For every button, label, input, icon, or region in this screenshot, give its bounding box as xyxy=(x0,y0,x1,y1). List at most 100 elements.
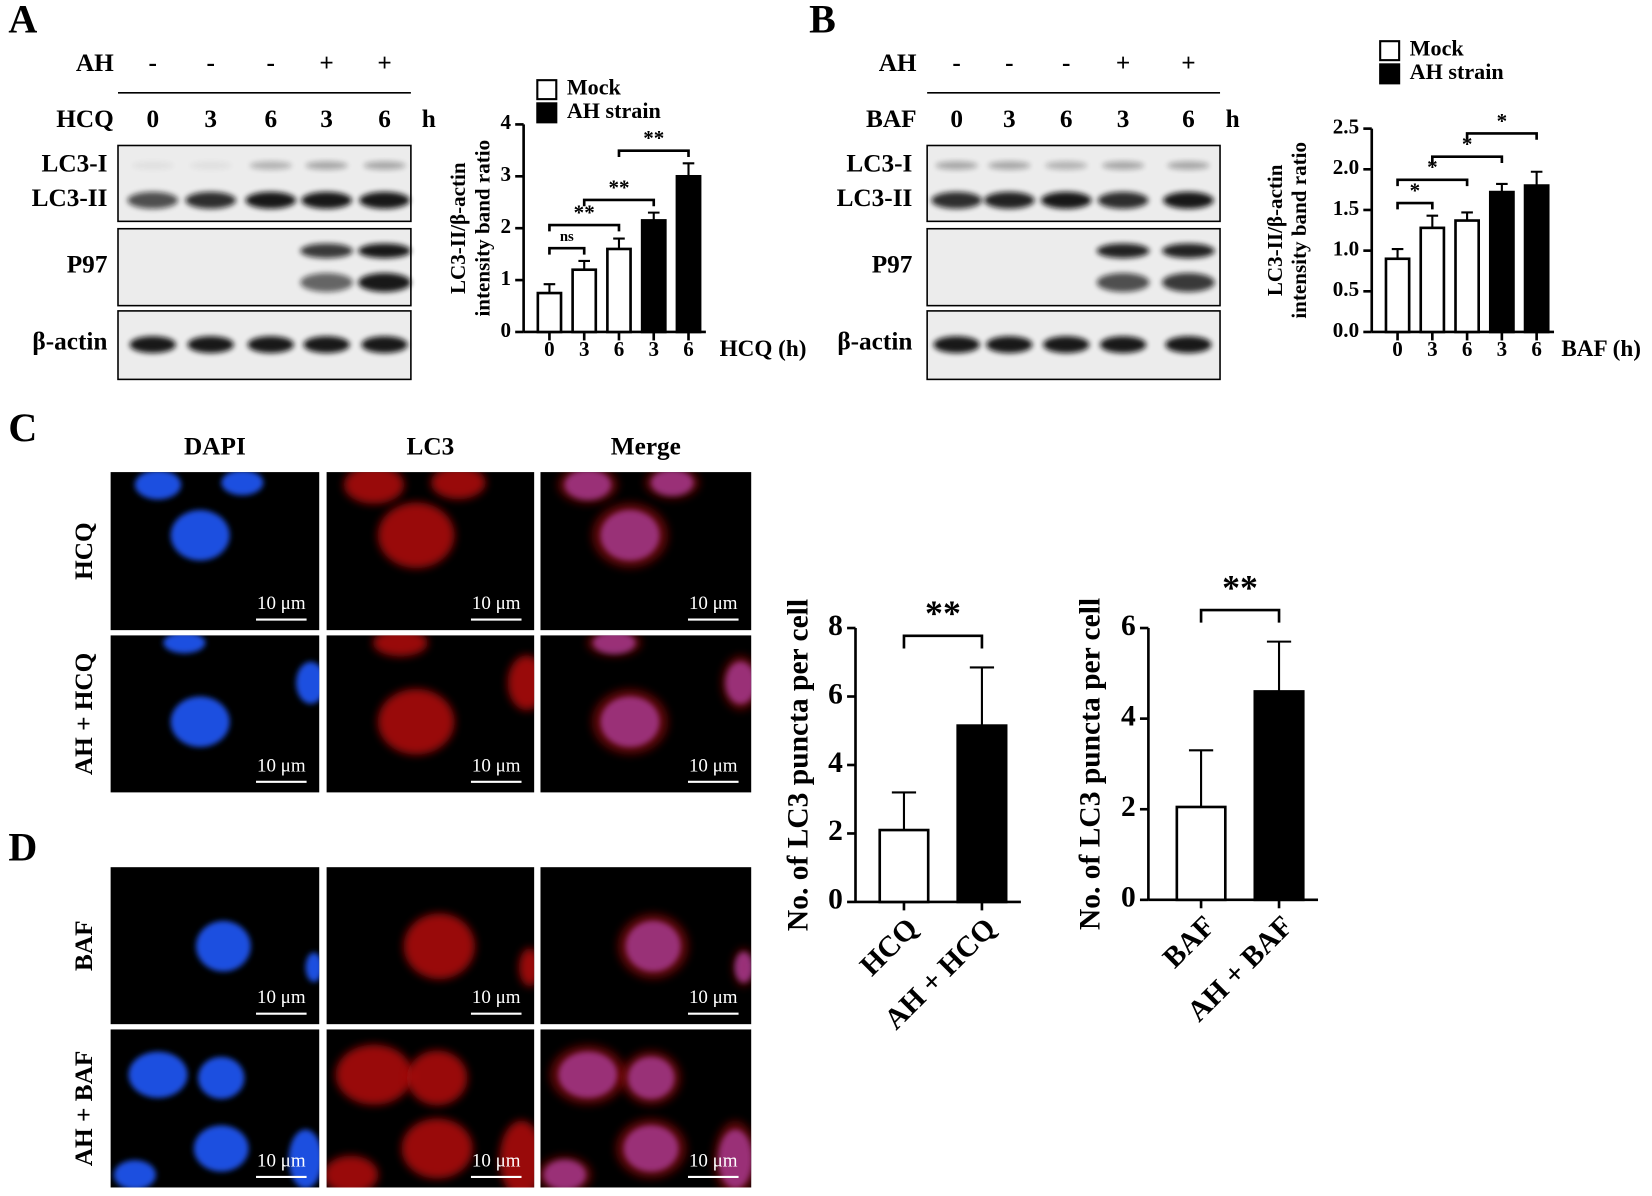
y-tick-label: 4 xyxy=(828,747,843,779)
treatment-value: - xyxy=(267,49,275,77)
scale-bar-label: 10 μm xyxy=(472,987,521,1008)
cells xyxy=(163,635,320,748)
band xyxy=(305,161,348,170)
lc3-signal xyxy=(591,502,669,569)
treatment-value: 3 xyxy=(320,105,333,133)
bar xyxy=(640,219,667,334)
x-tick-label: BAF xyxy=(1157,910,1221,974)
treatment-value: + xyxy=(1116,49,1130,77)
cells xyxy=(326,1044,535,1188)
lc3-signal xyxy=(407,1050,468,1106)
lc3-signal xyxy=(617,913,689,980)
legend-swatch xyxy=(1379,63,1401,85)
panel-label: B xyxy=(809,0,836,41)
panel-label: A xyxy=(8,0,37,41)
bar xyxy=(956,724,1008,904)
band-label: P97 xyxy=(67,250,108,278)
significance-bracket xyxy=(1465,132,1538,140)
nucleus xyxy=(198,1056,245,1099)
lc3-signal xyxy=(343,472,405,504)
nucleus xyxy=(170,696,230,748)
row-label: AH + BAF xyxy=(70,1051,98,1166)
band-label: P97 xyxy=(872,250,913,278)
band xyxy=(1162,272,1215,292)
bar xyxy=(1384,257,1411,334)
cells xyxy=(403,913,535,987)
treatment-value: + xyxy=(377,49,391,77)
scale-bar-label: 10 μm xyxy=(689,987,738,1008)
blot-box xyxy=(117,144,412,223)
y-tick-label: 4 xyxy=(1121,700,1136,732)
cells xyxy=(113,1051,320,1188)
lc3-signal xyxy=(557,472,619,504)
blot-box xyxy=(926,227,1221,307)
significance-label: ** xyxy=(1222,567,1258,607)
lc3-signal xyxy=(372,635,428,657)
x-tick-label: 6 xyxy=(1462,337,1473,361)
nucleus xyxy=(163,635,206,654)
band xyxy=(189,161,232,170)
lc3-signal xyxy=(430,472,486,500)
band xyxy=(1102,161,1145,170)
lc3-signal xyxy=(401,1118,473,1179)
band-label: β-actin xyxy=(32,327,107,355)
y-tick-label: 2 xyxy=(1121,791,1136,823)
treatment-label: BAF xyxy=(866,105,917,133)
x-axis-label: HCQ (h) xyxy=(720,336,807,362)
band xyxy=(300,272,353,292)
cells xyxy=(195,920,320,983)
nucleus xyxy=(221,472,264,496)
nucleus xyxy=(128,1051,188,1098)
bar xyxy=(675,174,702,334)
nucleus xyxy=(170,510,230,561)
bar xyxy=(1488,190,1515,334)
lc3-signal xyxy=(377,502,455,569)
band xyxy=(358,272,411,292)
significance-bracket xyxy=(1396,178,1469,187)
lc3-signal xyxy=(326,1155,379,1188)
band xyxy=(1097,191,1149,209)
scale-bar-label: 10 μm xyxy=(257,755,306,776)
treatment-label: AH xyxy=(879,49,917,77)
band xyxy=(984,191,1035,209)
nucleus xyxy=(193,1125,249,1172)
significance-label: * xyxy=(1497,109,1508,133)
treatment-value: - xyxy=(1062,49,1070,77)
error-bar xyxy=(891,791,917,831)
cells xyxy=(134,472,264,561)
column-label: Merge xyxy=(611,433,681,461)
lc3-signal xyxy=(615,1118,687,1179)
treatment-value: 6 xyxy=(264,105,277,133)
error-bar xyxy=(613,237,625,249)
error-bar xyxy=(578,259,590,270)
y-axis-label: LC3-II/β-actin xyxy=(1263,164,1287,296)
bar xyxy=(878,828,930,904)
x-tick-label: 6 xyxy=(1531,337,1542,361)
treatment-label: AH xyxy=(76,49,114,77)
y-tick-label: 2 xyxy=(828,815,843,847)
significance-label: ** xyxy=(643,126,664,150)
y-tick-label: 0 xyxy=(828,884,843,916)
y-axis-label: No. of LC3 puncta per cell xyxy=(1074,598,1106,930)
band xyxy=(363,161,406,170)
lc3-signal xyxy=(721,655,752,711)
error-bar xyxy=(1530,170,1543,186)
significance-label: ns xyxy=(560,229,574,245)
x-tick-label: 3 xyxy=(648,337,659,361)
significance-bracket xyxy=(1431,155,1504,163)
bar xyxy=(1253,690,1305,902)
band-label: LC3-I xyxy=(41,149,107,177)
y-tick-label: 2.5 xyxy=(1333,114,1359,138)
y-tick-label: 0 xyxy=(500,318,511,342)
band xyxy=(986,336,1033,354)
lc3-signal xyxy=(403,913,475,980)
treatment-value: 6 xyxy=(378,105,391,133)
treatment-value: + xyxy=(1181,49,1195,77)
band-label: LC3-I xyxy=(846,149,912,177)
y-tick-label: 8 xyxy=(828,610,843,642)
blot-box xyxy=(117,227,412,307)
band xyxy=(935,161,978,170)
lc3-signal xyxy=(540,1155,593,1188)
y-tick-label: 2.0 xyxy=(1333,155,1359,179)
band xyxy=(1045,161,1088,170)
